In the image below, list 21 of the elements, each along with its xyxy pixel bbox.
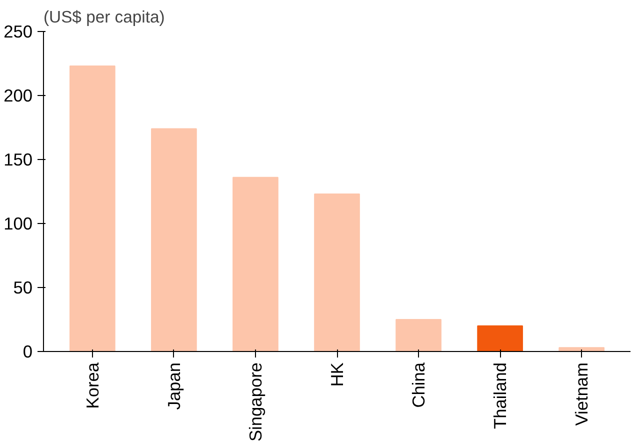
y-tick-label: 50 bbox=[13, 278, 33, 298]
x-tick-label: Japan bbox=[164, 362, 184, 410]
bar bbox=[69, 66, 116, 352]
y-axis-title: (US$ per capita) bbox=[44, 8, 165, 26]
y-tick-label: 0 bbox=[22, 342, 33, 362]
bar bbox=[396, 319, 442, 352]
y-tick-label: 200 bbox=[4, 86, 33, 106]
x-tick-label: Korea bbox=[82, 362, 102, 409]
y-tick-label: 250 bbox=[4, 22, 33, 42]
bar bbox=[558, 347, 605, 352]
x-tick-label: Singapore bbox=[245, 362, 266, 442]
x-tick-label: HK bbox=[327, 362, 347, 387]
x-tick-label: China bbox=[408, 362, 429, 408]
bar bbox=[151, 128, 197, 352]
x-tick-label: Thailand bbox=[490, 362, 510, 429]
bar bbox=[232, 176, 278, 352]
bar bbox=[314, 194, 360, 352]
y-tick-label: 100 bbox=[4, 214, 33, 234]
bar bbox=[477, 325, 523, 352]
y-tick-label: 150 bbox=[4, 150, 33, 170]
x-tick-label: Vietnam bbox=[572, 362, 592, 426]
